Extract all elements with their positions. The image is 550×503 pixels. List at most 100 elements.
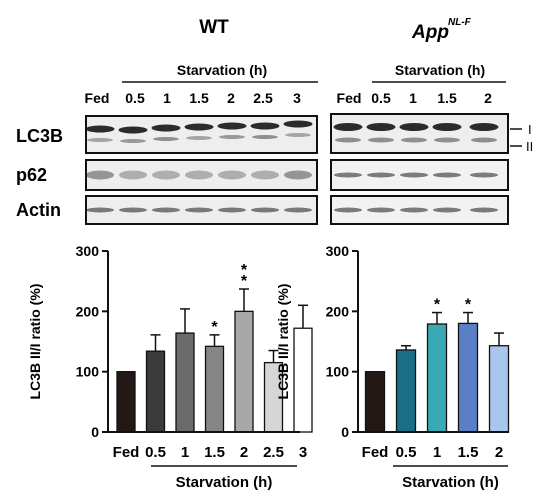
blot-band (252, 135, 278, 139)
wt-lane-label: 0.5 (125, 90, 145, 106)
wt-lane-label: 1 (163, 90, 171, 106)
blot-band (86, 207, 114, 213)
significance-marker: * (241, 262, 248, 279)
blot-bands (85, 120, 499, 213)
blot-band (367, 207, 395, 213)
blot-band (284, 207, 312, 213)
blot-band (218, 170, 246, 180)
blot-band (399, 123, 429, 131)
blot-band (151, 124, 181, 132)
x-tick-label: 1 (433, 444, 441, 461)
blot-band (250, 122, 280, 130)
blot-band (87, 138, 113, 142)
blot-band (251, 207, 279, 213)
wt-lane-label: 3 (293, 90, 301, 106)
blot-band (185, 170, 213, 180)
significance-marker: * (241, 273, 248, 290)
blot-band (86, 170, 114, 180)
blot-band (152, 170, 180, 180)
app-lc3b-blot (330, 113, 509, 154)
blot-band (85, 125, 115, 133)
app-title: App NL-F (411, 17, 472, 43)
blot-label-actin: Actin (16, 200, 61, 220)
bar (234, 310, 254, 433)
blot-band (186, 136, 212, 140)
blot-band (469, 123, 499, 131)
y-tick-label: 100 (326, 364, 350, 380)
blot-band (119, 207, 147, 213)
blot-band (153, 137, 179, 141)
wt-bar-chart: 0 100 200 300 LC3B II/I ratio (%) Fed 0.5 1 * 1.5… (27, 243, 313, 491)
band-i-label: I (528, 122, 532, 137)
bar (395, 349, 417, 433)
blot-band (119, 170, 147, 180)
blot-band (152, 207, 180, 213)
y-tick-label: 300 (76, 243, 100, 259)
blot-label-p62: p62 (16, 165, 47, 185)
y-tick-label: 0 (341, 424, 349, 440)
x-tick-label: 2 (240, 444, 248, 461)
blot-band (217, 122, 247, 130)
blot-band (433, 172, 461, 178)
wt-starvation-label: Starvation (h) (177, 62, 267, 78)
blot-band (120, 139, 146, 143)
blot-band (118, 126, 148, 134)
app-lane-label: Fed (337, 90, 362, 106)
blot-band (366, 123, 396, 131)
app-lane-label: 2 (484, 90, 492, 106)
blot-band (333, 123, 363, 131)
x-axis-label: Starvation (h) (402, 474, 499, 491)
x-tick-label: 3 (299, 444, 307, 461)
x-tick-label: 2.5 (263, 444, 284, 461)
wt-lane-label: 2 (227, 90, 235, 106)
y-axis-label: LC3B II/I ratio (%) (275, 284, 291, 400)
significance-marker: * (465, 297, 472, 314)
blot-band (471, 137, 497, 143)
bar (175, 332, 195, 433)
x-tick-label: 2 (495, 444, 503, 461)
blot-band (285, 133, 311, 137)
blot-band (432, 123, 462, 131)
y-tick-label: 200 (76, 303, 100, 319)
app-title-text: App (411, 22, 449, 43)
y-tick-label: 300 (326, 243, 350, 259)
blot-band (401, 137, 427, 143)
y-tick-label: 200 (326, 303, 350, 319)
band-ii-label: II (526, 139, 533, 154)
app-lane-label: 1.5 (437, 90, 457, 106)
app-lane-label: 1 (409, 90, 417, 106)
blot-band (470, 207, 498, 213)
x-tick-label: 1.5 (204, 444, 225, 461)
blot-band (334, 172, 362, 178)
x-tick-label: 1 (181, 444, 189, 461)
blot-band (184, 123, 214, 131)
blot-band (335, 137, 361, 143)
bar (364, 371, 386, 433)
significance-marker: * (211, 319, 218, 336)
wt-lane-label: 1.5 (189, 90, 209, 106)
app-lane-label: 0.5 (371, 90, 391, 106)
x-tick-label: Fed (113, 444, 140, 461)
blot-band (433, 207, 461, 213)
blot-band (283, 120, 313, 128)
x-axis-label: Starvation (h) (176, 474, 273, 491)
y-tick-label: 100 (76, 364, 100, 380)
wt-p62-blot (85, 159, 318, 191)
y-axis-label: LC3B II/I ratio (%) (27, 284, 43, 400)
blot-band (251, 170, 279, 180)
blot-band (284, 170, 312, 180)
x-tick-label: 0.5 (145, 444, 166, 461)
y-tick-label: 0 (91, 424, 99, 440)
app-starvation-label: Starvation (h) (395, 62, 485, 78)
app-title-superscript: NL-F (448, 17, 472, 28)
blot-band (368, 137, 394, 143)
significance-marker: * (434, 297, 441, 314)
blot-band (400, 207, 428, 213)
bar (488, 345, 510, 433)
wt-lc3b-blot (85, 115, 318, 154)
bar (145, 350, 166, 433)
blot-band (185, 207, 213, 213)
wt-lane-label: 2.5 (253, 90, 273, 106)
wt-lane-labels: Fed 0.5 1 1.5 2 2.5 3 (85, 90, 302, 106)
